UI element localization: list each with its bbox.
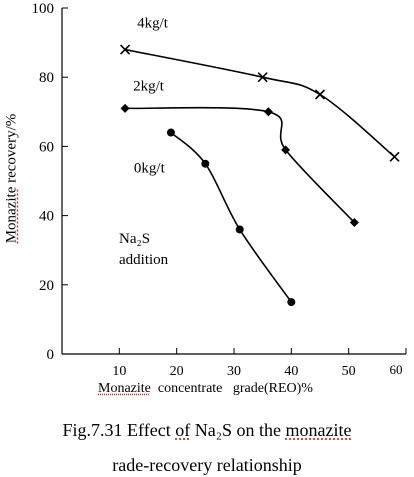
chart-annotation: Na₂S addition bbox=[119, 231, 169, 268]
series-line-2kg/t bbox=[125, 106, 355, 224]
marker-cross bbox=[389, 151, 400, 162]
caption-part-b: of bbox=[175, 420, 191, 440]
caption-part-d: monazite bbox=[285, 420, 352, 440]
x-tick-label: 30 bbox=[227, 364, 241, 379]
marker-diamond bbox=[120, 103, 130, 113]
x-tick-label: 10 bbox=[112, 364, 126, 379]
series-line-0kg/t bbox=[170, 131, 292, 303]
series-label: 4kg/t bbox=[137, 16, 169, 32]
series-label: 0kg/t bbox=[134, 161, 166, 177]
marker-cross bbox=[120, 44, 131, 55]
marker-diamond bbox=[263, 107, 273, 117]
x-tick-label: 50 bbox=[342, 364, 356, 379]
marker-circle bbox=[287, 298, 296, 307]
series-line-4kg/t bbox=[124, 48, 396, 158]
x-axis-label-rest: concentrate grade(REO)% bbox=[150, 381, 313, 396]
marker-cross-stroke bbox=[314, 89, 326, 100]
y-tick-label: 80 bbox=[39, 70, 54, 86]
marker-circle bbox=[201, 159, 210, 168]
annotation-line: addition bbox=[119, 252, 169, 268]
marker-cross-stroke bbox=[257, 72, 268, 83]
x-axis-label: Monazite concentrate grade(REO)% bbox=[98, 381, 313, 397]
marker-diamond bbox=[281, 145, 291, 155]
series-label: 2kg/t bbox=[133, 78, 165, 94]
chart-markers bbox=[120, 44, 400, 307]
x-tick-label: 60 bbox=[390, 362, 403, 377]
chart-axes bbox=[61, 8, 406, 355]
x-axis-label-word: Monazite bbox=[98, 381, 151, 396]
y-axis-label-word: Monazite bbox=[3, 186, 20, 244]
annotation-line: Na₂S bbox=[119, 231, 150, 247]
chart-series-labels: 4kg/t 2kg/t 0kg/t bbox=[133, 16, 169, 177]
x-tick-label: 40 bbox=[284, 364, 298, 379]
y-tick-label: 20 bbox=[39, 278, 54, 294]
chart: 0 20 40 60 80 100 10 20 30 40 50 60 4kg/t 2kg/t 0kg/t… bbox=[32, 1, 407, 379]
marker-cross bbox=[257, 72, 268, 83]
figure-caption-line1: Fig.7.31 Effect of Na₂S on the monazite bbox=[0, 420, 414, 441]
marker-diamond bbox=[349, 218, 359, 228]
marker-cross bbox=[314, 89, 326, 100]
x-tick-label: 20 bbox=[170, 364, 184, 379]
chart-series-lines bbox=[124, 48, 396, 303]
y-tick-label: 100 bbox=[32, 1, 55, 17]
y-tick-label: 60 bbox=[39, 139, 54, 155]
y-axis-label-rest: recovery/% bbox=[3, 113, 20, 187]
caption-part-c: Na₂S on the bbox=[190, 420, 286, 440]
marker-circle bbox=[166, 128, 175, 137]
chart-ticks: 0 20 40 60 80 100 10 20 30 40 50 60 bbox=[32, 1, 407, 379]
marker-circle bbox=[235, 225, 244, 234]
y-tick-label: 40 bbox=[39, 209, 54, 225]
figure-caption-line2: rade-recovery relationship bbox=[112, 455, 302, 475]
marker-cross-stroke bbox=[389, 151, 400, 162]
y-axis-label: Monazite recovery/% bbox=[4, 99, 21, 259]
caption-part-a: Fig.7.31 Effect bbox=[62, 420, 176, 440]
y-tick-label: 0 bbox=[47, 347, 55, 363]
marker-cross-stroke bbox=[120, 44, 131, 55]
